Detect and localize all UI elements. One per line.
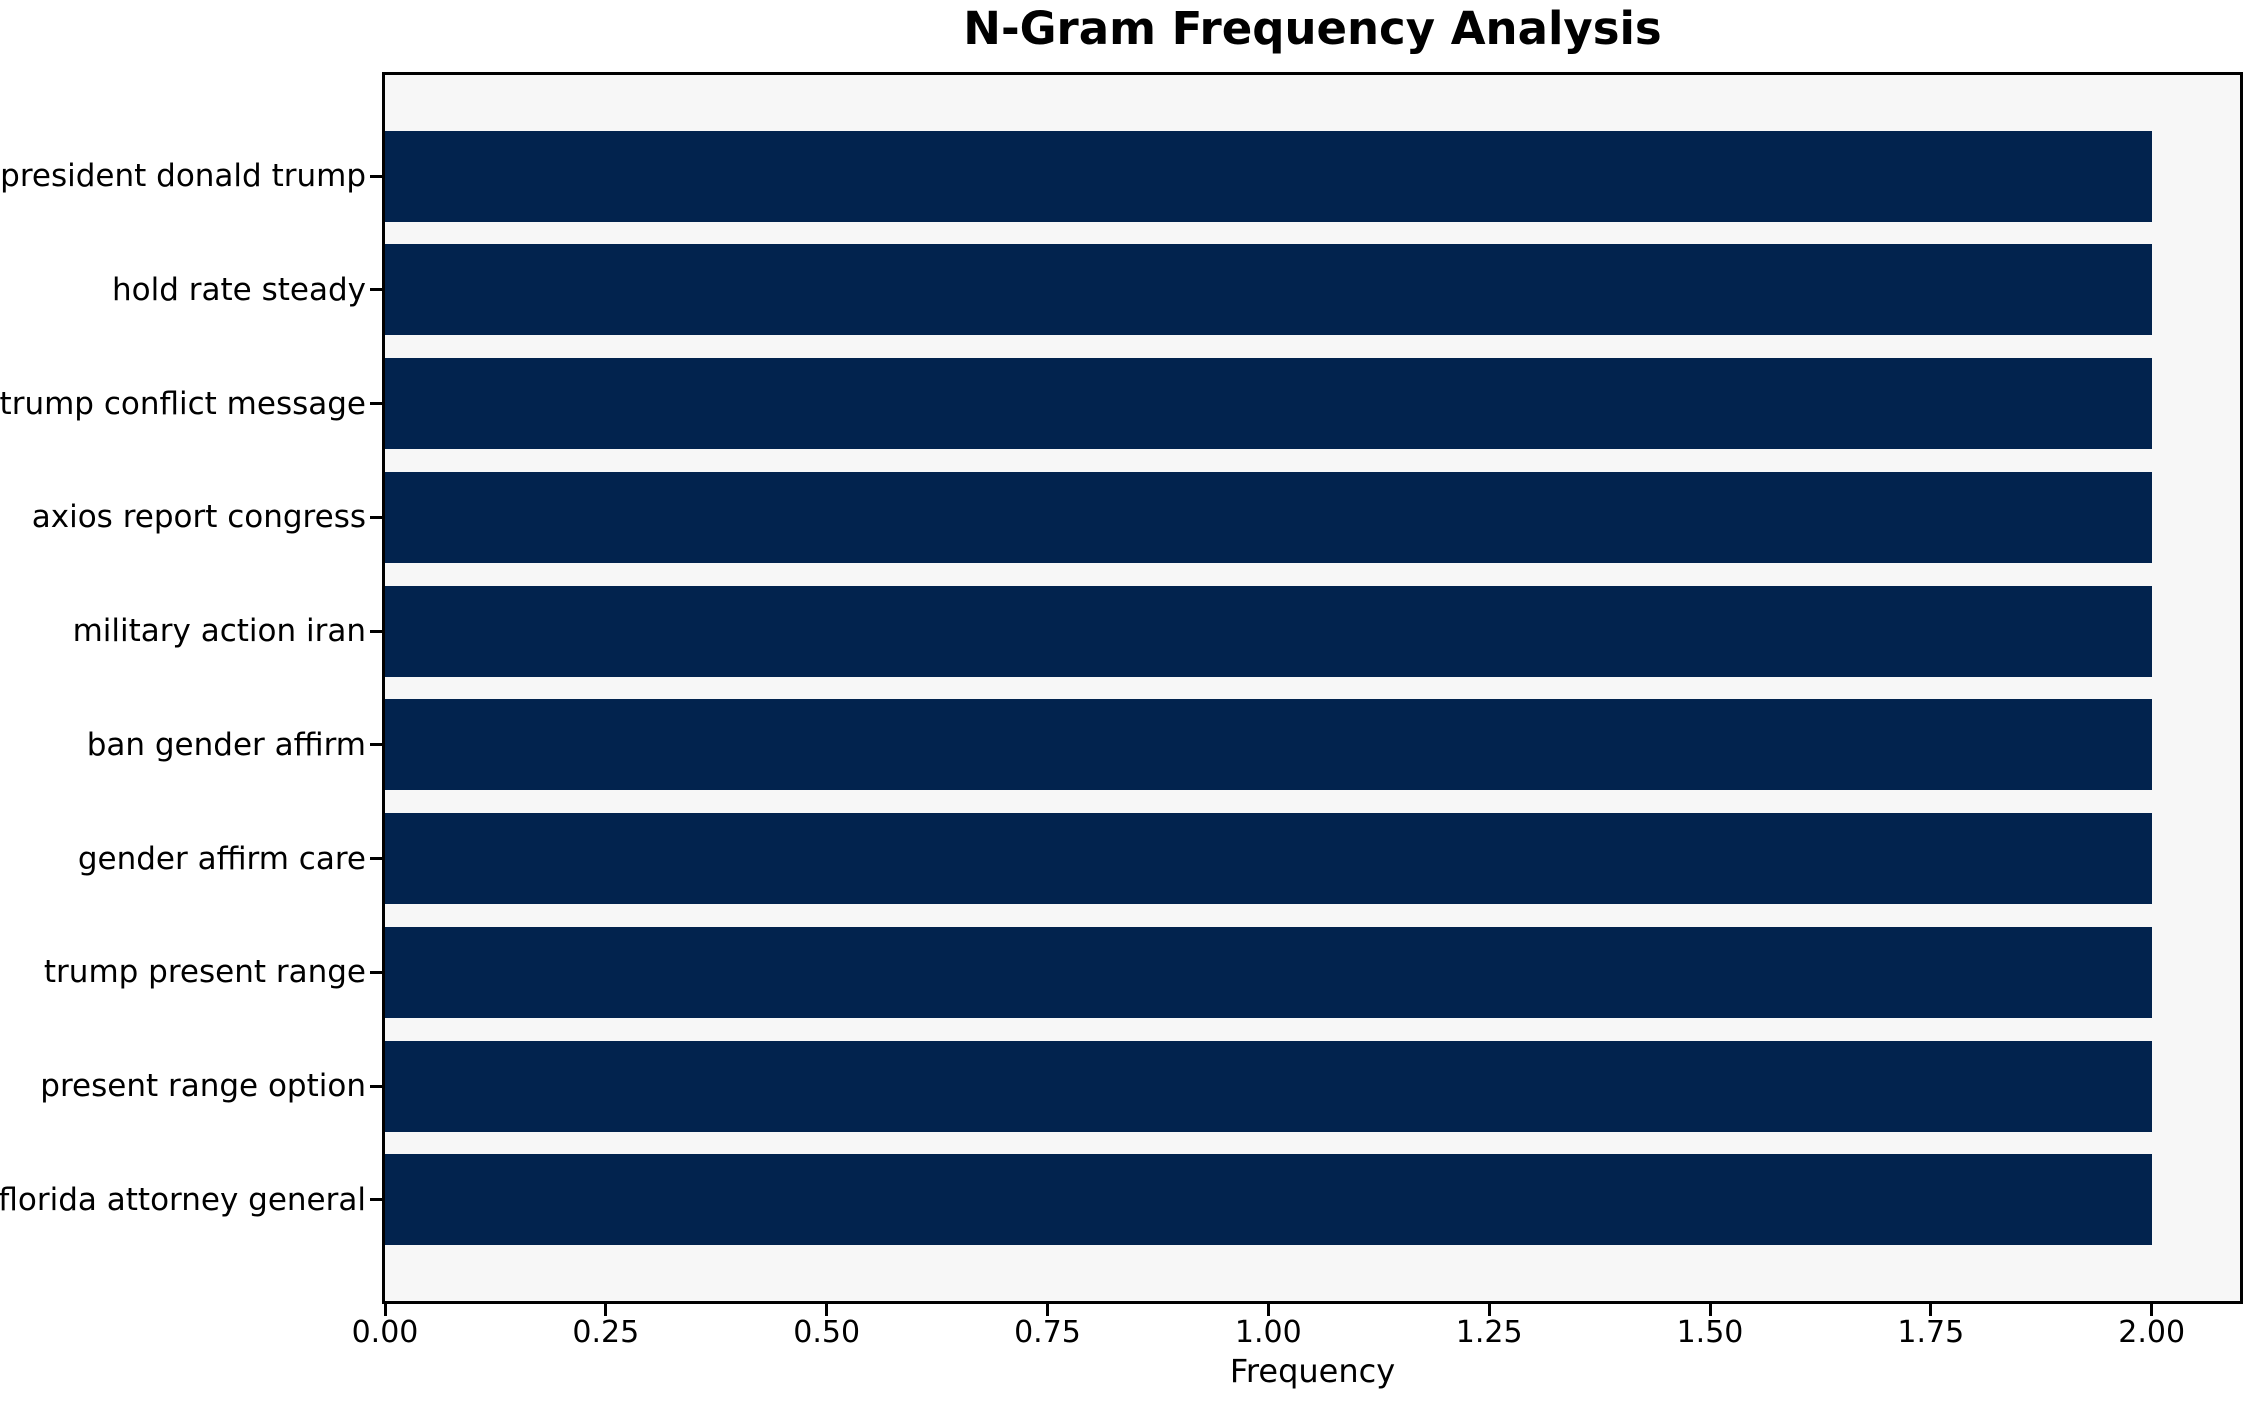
chart-title: N-Gram Frequency Analysis [963, 2, 1662, 55]
x-axis-tick [1266, 1304, 1270, 1316]
y-tick-label: present range option [40, 1068, 366, 1105]
x-tick-label: 0.50 [793, 1315, 861, 1350]
bar-trump-present-range [385, 926, 2152, 1018]
x-axis-tick [383, 1304, 387, 1316]
y-axis-tick [370, 515, 382, 519]
bar-axios-report-congress [385, 471, 2152, 563]
y-axis-tick [370, 857, 382, 861]
x-axis-tick [825, 1304, 829, 1316]
bar-military-action-iran [385, 585, 2152, 677]
x-tick-label: 1.75 [1897, 1315, 1965, 1350]
y-axis-tick [370, 402, 382, 406]
x-tick-label: 1.00 [1234, 1315, 1302, 1350]
y-tick-label: ban gender affirm [86, 726, 366, 763]
y-tick-label: president donald trump [0, 158, 366, 195]
y-axis-tick [370, 629, 382, 633]
x-axis-tick [1929, 1304, 1933, 1316]
bar-gender-affirm-care [385, 813, 2152, 905]
x-axis-tick [604, 1304, 608, 1316]
bar-florida-attorney-general [385, 1154, 2152, 1246]
bar-hold-rate-steady [385, 244, 2152, 336]
y-axis-tick [370, 970, 382, 974]
y-tick-label: trump present range [43, 954, 366, 991]
plot-area [382, 72, 2243, 1304]
y-tick-label: gender affirm care [77, 840, 366, 877]
x-tick-label: 0.25 [572, 1315, 640, 1350]
y-axis-tick [370, 743, 382, 747]
x-tick-label: 0.00 [351, 1315, 419, 1350]
y-tick-label: axios report congress [31, 499, 366, 536]
y-axis-tick [370, 174, 382, 178]
bar-president-donald-trump [385, 130, 2152, 222]
x-tick-label: 1.25 [1455, 1315, 1523, 1350]
x-axis-tick [1708, 1304, 1712, 1316]
y-axis-tick [370, 1198, 382, 1202]
bar-trump-conflict-message [385, 358, 2152, 450]
x-tick-label: 2.00 [2118, 1315, 2186, 1350]
bar-ban-gender-affirm [385, 699, 2152, 791]
x-axis-label: Frequency [1229, 1352, 1396, 1390]
x-tick-label: 1.50 [1676, 1315, 1744, 1350]
y-tick-label: florida attorney general [0, 1181, 366, 1218]
y-axis-tick [370, 1084, 382, 1088]
x-axis-tick [1046, 1304, 1049, 1316]
x-tick-label: 0.75 [1014, 1315, 1081, 1350]
x-axis-tick [2150, 1304, 2154, 1316]
bar-present-range-option [385, 1040, 2152, 1132]
y-tick-label: military action iran [72, 613, 366, 650]
y-tick-label: trump conflict message [0, 385, 366, 422]
x-axis-tick [1487, 1304, 1491, 1316]
y-axis-tick [370, 288, 382, 292]
y-tick-label: hold rate steady [112, 271, 366, 308]
